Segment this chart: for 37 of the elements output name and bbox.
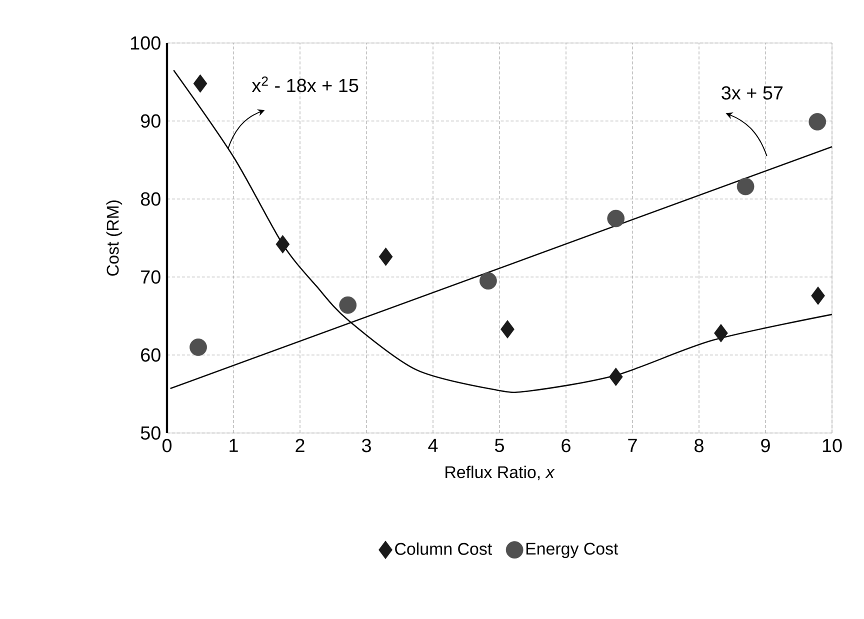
point	[193, 74, 208, 93]
legend-label: Column Cost	[395, 542, 492, 555]
y-tick-label: 50	[140, 426, 160, 440]
y-tick-label: 70	[141, 270, 160, 284]
x-tick-label: 4	[428, 438, 438, 452]
x-tick-label: 7	[628, 438, 637, 452]
x-tick-label: 6	[562, 438, 570, 452]
legend-label: Energy Cost	[526, 542, 618, 558]
y-tick-label: 60	[141, 348, 160, 362]
x-tick-label: 5	[494, 438, 504, 452]
y-tick-label: 100	[131, 36, 160, 50]
x-axis-title: Reflux Ratio, x	[446, 466, 555, 480]
point	[480, 272, 497, 290]
y-tick-label: 90	[140, 114, 160, 128]
annotation: 3x + 57	[722, 86, 783, 100]
point	[339, 296, 357, 314]
x-tick-label: 8	[694, 438, 704, 452]
point	[607, 210, 625, 228]
point	[378, 248, 393, 266]
point	[500, 320, 514, 338]
x-tick-label: 0	[162, 438, 172, 452]
y-tick-label: 80	[140, 192, 160, 206]
point	[736, 178, 754, 196]
point	[190, 338, 207, 356]
x-tick-label: 1	[230, 438, 238, 452]
point	[608, 368, 623, 386]
x-tick-label: 3	[362, 438, 371, 452]
x-tick-label: 2	[296, 438, 304, 452]
point	[714, 324, 728, 342]
point	[811, 286, 825, 305]
line-series	[173, 70, 833, 393]
y-axis-title: Cost (RM)	[106, 200, 122, 276]
x-tick-label: 9	[761, 438, 770, 452]
annotation: x$^{2}$ - 18x + 15	[252, 76, 358, 92]
x-tick-label: 10	[822, 438, 842, 452]
point	[276, 235, 290, 254]
point	[808, 113, 826, 130]
